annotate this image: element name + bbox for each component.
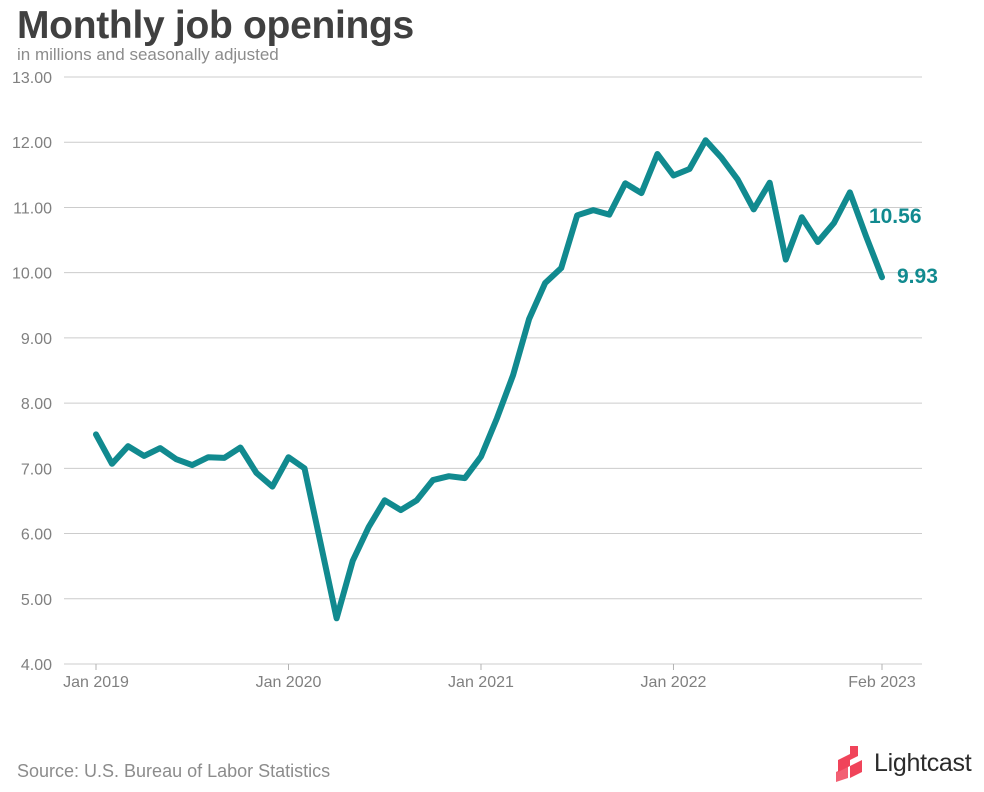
source-note: Source: U.S. Bureau of Labor Statistics: [17, 761, 331, 781]
x-axis-ticks: Jan 2019 Jan 2020 Jan 2021 Jan 2022 Feb 2023: [63, 664, 916, 691]
x-tick-label: Jan 2020: [256, 674, 322, 691]
x-tick-label: Jan 2022: [641, 674, 707, 691]
chart-subtitle: in millions and seasonally adjusted: [17, 45, 279, 64]
lightcast-logo-icon: [836, 746, 862, 782]
job-openings-line: [93, 137, 885, 622]
y-tick-label: 5.00: [21, 592, 52, 609]
lightcast-logo: Lightcast: [836, 744, 982, 784]
y-tick-label: 7.00: [21, 461, 52, 478]
y-tick-label: 6.00: [21, 527, 52, 544]
chart-title: Monthly job openings: [17, 4, 414, 47]
gridlines: [64, 76, 922, 665]
x-tick-label: Jan 2019: [63, 674, 129, 691]
y-tick-label: 8.00: [21, 396, 52, 413]
y-tick-label: 11.00: [13, 200, 52, 217]
series-line: [93, 137, 885, 622]
data-label: 9.93: [897, 265, 938, 288]
y-tick-label: 9.00: [21, 331, 52, 348]
y-tick-label: 10.00: [12, 266, 52, 283]
y-tick-label: 4.00: [21, 657, 52, 674]
y-axis-tick-labels: 4.00 5.00 6.00 7.00 8.00 9.00 10.00 11.00 12.00 1…: [12, 70, 52, 674]
y-tick-label: 13.00: [12, 70, 52, 87]
x-tick-label: Jan 2021: [448, 674, 514, 691]
data-label: 10.56: [869, 205, 922, 228]
x-tick-label: Feb 2023: [848, 674, 916, 691]
logo-wordmark: Lightcast: [874, 749, 972, 777]
data-labels: 10.56 9.93: [869, 205, 938, 288]
y-tick-label: 12.00: [12, 135, 52, 152]
